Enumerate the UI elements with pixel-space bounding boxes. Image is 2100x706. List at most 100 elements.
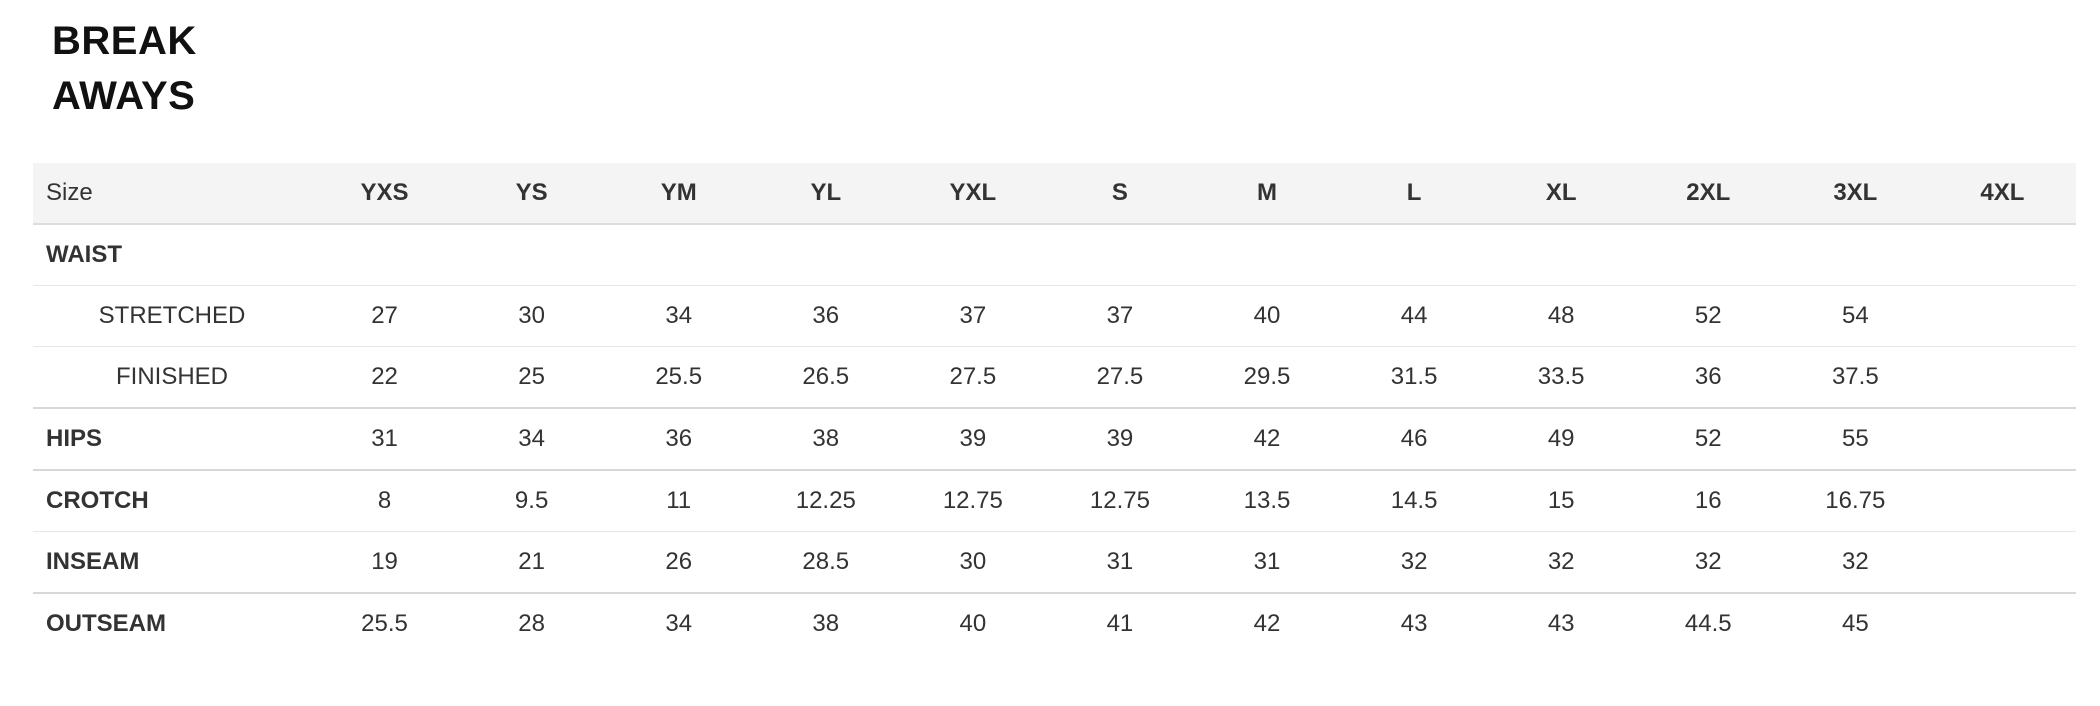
table-cell — [458, 224, 605, 286]
row-label: CROTCH — [33, 469, 311, 532]
table-cell: 15 — [1487, 469, 1635, 532]
table-cell: 31 — [1046, 531, 1194, 593]
table-cell: 27.5 — [1046, 346, 1194, 408]
table-cell: 32 — [1340, 531, 1488, 593]
row-label: WAIST — [46, 241, 122, 268]
table-cell — [1488, 224, 1635, 286]
table-cell: 12.25 — [752, 469, 900, 532]
table-cell: 37 — [899, 285, 1047, 347]
table-cell: 37 — [1046, 285, 1194, 347]
table-cell: 42 — [1193, 592, 1341, 654]
table-cell: 30 — [899, 531, 1047, 593]
row-label: INSEAM — [33, 531, 311, 593]
table-row-outseam: OUTSEAM 25.5 28 34 38 40 41 42 43 43 44.… — [33, 592, 2076, 654]
table-cell: 29.5 — [1193, 346, 1341, 408]
table-cell: 11 — [605, 469, 753, 532]
table-cell: 33.5 — [1487, 346, 1635, 408]
size-header-cell: YXS — [311, 163, 459, 225]
table-cell: 9.5 — [458, 469, 606, 532]
table-cell: 25 — [458, 346, 606, 408]
row-label: HIPS — [33, 407, 311, 470]
size-header-cell: YS — [458, 163, 606, 225]
table-cell: 25.5 — [605, 346, 753, 408]
table-cell — [1929, 224, 2076, 286]
table-row-hips: HIPS 31 34 36 38 39 39 42 46 49 52 55 — [33, 407, 2076, 470]
table-row-inseam: INSEAM 19 21 26 28.5 30 31 31 32 32 32 3… — [33, 531, 2076, 593]
size-header-cell: 4XL — [1928, 163, 2076, 225]
table-cell: 55 — [1781, 407, 1929, 470]
table-cell: 52 — [1634, 285, 1782, 347]
size-header-cell: L — [1340, 163, 1488, 225]
table-cell: 37.5 — [1781, 346, 1929, 408]
table-cell: 41 — [1046, 592, 1194, 654]
table-cell: 39 — [899, 407, 1047, 470]
table-cell: 13.5 — [1193, 469, 1341, 532]
table-cell: 39 — [1046, 407, 1194, 470]
table-cell: 31 — [1193, 531, 1341, 593]
table-cell: 19 — [311, 531, 459, 593]
title-line-2: AWAYS — [52, 74, 196, 118]
title-line-1: BREAK — [52, 19, 197, 63]
table-cell: 36 — [1634, 346, 1782, 408]
table-cell — [311, 224, 458, 286]
table-cell: 30 — [458, 285, 606, 347]
table-cell: 32 — [1781, 531, 1929, 593]
table-cell: 34 — [605, 285, 753, 347]
table-cell — [1046, 224, 1193, 286]
table-cell — [1928, 407, 2076, 470]
table-cell: 32 — [1634, 531, 1782, 593]
table-cell: 27.5 — [899, 346, 1047, 408]
size-header-cell: M — [1193, 163, 1341, 225]
table-cell: 12.75 — [899, 469, 1047, 532]
table-cell — [1928, 469, 2076, 532]
table-cell — [1635, 224, 1782, 286]
table-cell: 16 — [1634, 469, 1782, 532]
table-cell: 27 — [311, 285, 459, 347]
size-header-cell: YL — [752, 163, 900, 225]
table-cell: 40 — [1193, 285, 1341, 347]
table-cell: 48 — [1487, 285, 1635, 347]
table-cell: 16.75 — [1781, 469, 1929, 532]
table-cell — [899, 224, 1046, 286]
table-cell: 43 — [1340, 592, 1488, 654]
table-cell — [1928, 285, 2076, 347]
table-cell: 52 — [1634, 407, 1782, 470]
size-header-cell: 3XL — [1781, 163, 1929, 225]
table-cell: 44.5 — [1634, 592, 1782, 654]
table-cell: 46 — [1340, 407, 1488, 470]
table-cell — [1928, 531, 2076, 593]
table-cell — [1782, 224, 1929, 286]
table-cell: 44 — [1340, 285, 1488, 347]
table-cell — [605, 224, 752, 286]
table-row-finished: FINISHED 22 25 25.5 26.5 27.5 27.5 29.5 … — [33, 346, 2076, 408]
table-cell: 40 — [899, 592, 1047, 654]
table-cell: 21 — [458, 531, 606, 593]
row-label: OUTSEAM — [33, 592, 311, 654]
table-cell: 31.5 — [1340, 346, 1488, 408]
table-cell: 31 — [311, 407, 459, 470]
table-cell: 32 — [1487, 531, 1635, 593]
table-cell: 36 — [752, 285, 900, 347]
table-cell: 28.5 — [752, 531, 900, 593]
table-cell — [1193, 224, 1340, 286]
table-cell: 12.75 — [1046, 469, 1194, 532]
table-cell: 14.5 — [1340, 469, 1488, 532]
size-header-cell: XL — [1487, 163, 1635, 225]
table-cell: 8 — [311, 469, 459, 532]
table-row-stretched: STRETCHED 27 30 34 36 37 37 40 44 48 52 … — [33, 285, 2076, 347]
table-cell: 22 — [311, 346, 459, 408]
table-cell — [1928, 592, 2076, 654]
size-header-cell: 2XL — [1634, 163, 1782, 225]
size-header-cell: YM — [605, 163, 753, 225]
table-cell — [1341, 224, 1488, 286]
table-row-crotch: CROTCH 8 9.5 11 12.25 12.75 12.75 13.5 1… — [33, 469, 2076, 532]
table-cell: 25.5 — [311, 592, 459, 654]
table-cell: 34 — [605, 592, 753, 654]
page-title: BREAK AWAYS — [52, 14, 197, 124]
table-row-waist: WAIST — [33, 224, 2076, 286]
table-cell: 43 — [1487, 592, 1635, 654]
table-cell: 26.5 — [752, 346, 900, 408]
table-cell: 28 — [458, 592, 606, 654]
size-header-row: Size YXS YS YM YL YXL S M L XL 2XL 3XL 4… — [33, 163, 2076, 225]
table-cell: 42 — [1193, 407, 1341, 470]
